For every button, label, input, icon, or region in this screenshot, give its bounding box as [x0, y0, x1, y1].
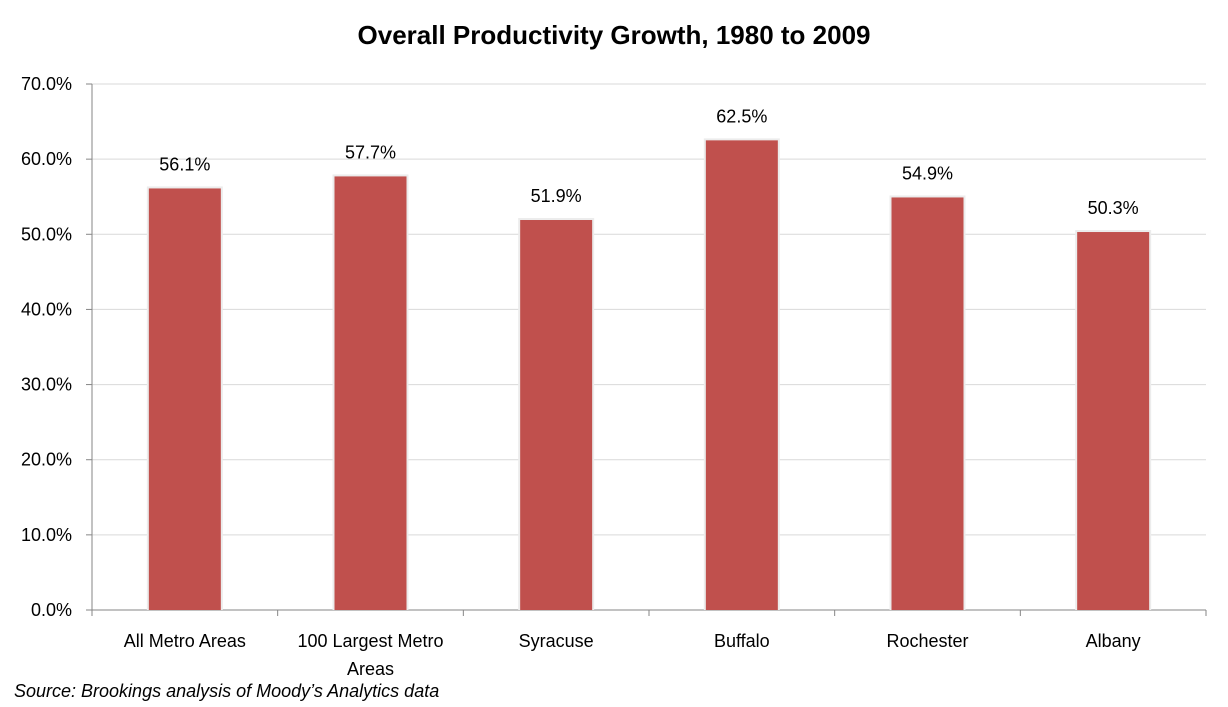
y-tick-label: 20.0% — [21, 450, 72, 470]
data-label: 57.7% — [345, 142, 396, 162]
x-tick-label: All Metro Areas — [124, 631, 246, 651]
bar — [705, 140, 778, 610]
data-label: 54.9% — [902, 163, 953, 183]
bar — [891, 197, 964, 611]
data-label: 62.5% — [716, 106, 767, 126]
source-note: Source: Brookings analysis of Moody’s An… — [14, 681, 440, 701]
data-label: 51.9% — [531, 186, 582, 206]
y-tick-label: 70.0% — [21, 74, 72, 94]
y-tick-label: 60.0% — [21, 149, 72, 169]
gridlines — [92, 83, 1206, 536]
chart-title: Overall Productivity Growth, 1980 to 200… — [357, 20, 871, 50]
x-tick-label: Syracuse — [519, 631, 594, 651]
bar — [520, 220, 593, 610]
data-labels: 56.1% 57.7% 51.9% 62.5% 54.9% 50.3% — [159, 106, 1138, 218]
x-tick-label: Areas — [347, 659, 394, 679]
bar — [148, 188, 221, 610]
bars — [146, 138, 1152, 611]
y-tick-label: 40.0% — [21, 299, 72, 319]
y-tick-label: 50.0% — [21, 224, 72, 244]
data-label: 50.3% — [1088, 198, 1139, 218]
data-label: 56.1% — [159, 154, 210, 174]
axes — [86, 83, 1207, 616]
x-tick-labels: All Metro Areas 100 Largest Metro Areas Syr… — [124, 631, 1141, 679]
x-tick-label: Rochester — [886, 631, 968, 651]
y-tick-label: 30.0% — [21, 375, 72, 395]
x-tick-label: Buffalo — [714, 631, 770, 651]
bar — [334, 176, 407, 610]
x-tick-label: 100 Largest Metro — [297, 631, 443, 651]
y-tick-labels: 0.0% 10.0% 20.0% 30.0% 40.0% 50.0% 60.0% 70.0% — [21, 74, 72, 620]
y-tick-label: 10.0% — [21, 525, 72, 545]
y-tick-label: 0.0% — [31, 600, 72, 620]
bar — [1077, 232, 1150, 610]
x-tick-label: Albany — [1086, 631, 1141, 651]
